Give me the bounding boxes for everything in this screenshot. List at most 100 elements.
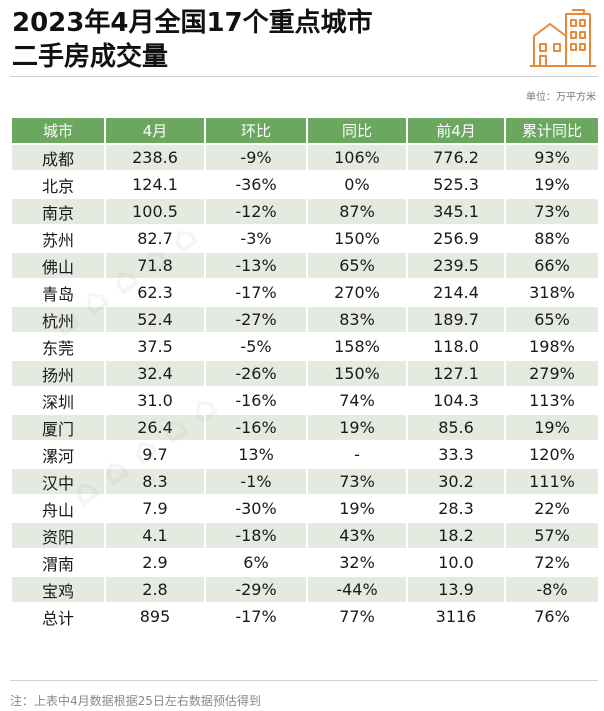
cell-city: 深圳 — [12, 388, 104, 413]
city-transaction-table: 城市 4月 环比 同比 前4月 累计同比 成都 238.6 -9% 106% 776.2… — [12, 116, 598, 631]
cell-ytd-yoy: 73% — [504, 199, 598, 224]
cell-april: 7.9 — [104, 496, 204, 521]
table-row: 漯河 9.7 13% -33.3 120% — [12, 442, 598, 467]
cell-yoy: 32% — [306, 550, 406, 575]
cell-city: 青岛 — [12, 280, 104, 305]
cell-ytd-yoy: 76% — [504, 604, 598, 629]
table-row: 扬州 32.4 -26% 150% 127.1 279% — [12, 361, 598, 386]
cell-april: 82.7 — [104, 226, 204, 251]
cell-ytd: 118.0 — [406, 334, 504, 359]
title-line-2: 二手房成交量 — [12, 42, 169, 72]
cell-mom: -29% — [204, 577, 306, 602]
unit-label: 单位：万平方米 — [526, 92, 596, 103]
cell-yoy: 150% — [306, 226, 406, 251]
table-row: 宝鸡 2.8 -29% -44% 13.9 -8% — [12, 577, 598, 602]
table-row: 青岛 62.3 -17% 270% 214.4 318% — [12, 280, 598, 305]
footer-divider — [10, 680, 598, 681]
cell-yoy: 73% — [306, 469, 406, 494]
cell-ytd: 239.5 — [406, 253, 504, 278]
cell-mom: -16% — [204, 388, 306, 413]
cell-april: 4.1 — [104, 523, 204, 548]
table-row: 总计 895 -17% 77% 3116 76% — [12, 604, 598, 629]
cell-april: 238.6 — [104, 145, 204, 170]
page-title: 2023年4月全国17个重点城市 二手房成交量 — [12, 6, 373, 74]
cell-mom: 13% — [204, 442, 306, 467]
header-yoy: 同比 — [306, 118, 406, 143]
header-ytd: 前4月 — [406, 118, 504, 143]
cell-ytd-yoy: 19% — [504, 415, 598, 440]
cell-april: 26.4 — [104, 415, 204, 440]
cell-ytd-yoy: -8% — [504, 577, 598, 602]
cell-ytd: 776.2 — [406, 145, 504, 170]
cell-yoy: 83% — [306, 307, 406, 332]
cell-ytd: 214.4 — [406, 280, 504, 305]
table-row: 成都 238.6 -9% 106% 776.2 93% — [12, 145, 598, 170]
cell-ytd: 18.2 — [406, 523, 504, 548]
cell-mom: -5% — [204, 334, 306, 359]
table-row: 苏州 82.7 -3% 150% 256.9 88% — [12, 226, 598, 251]
cell-mom: -26% — [204, 361, 306, 386]
cell-april: 100.5 — [104, 199, 204, 224]
cell-city: 北京 — [12, 172, 104, 197]
cell-ytd-yoy: 198% — [504, 334, 598, 359]
cell-yoy: 150% — [306, 361, 406, 386]
city-buildings-icon — [530, 9, 596, 67]
cell-mom: -12% — [204, 199, 306, 224]
cell-april: 124.1 — [104, 172, 204, 197]
cell-ytd: 33.3 — [406, 442, 504, 467]
cell-mom: -17% — [204, 280, 306, 305]
cell-april: 52.4 — [104, 307, 204, 332]
cell-ytd: 13.9 — [406, 577, 504, 602]
cell-city: 资阳 — [12, 523, 104, 548]
cell-mom: 6% — [204, 550, 306, 575]
cell-yoy: 43% — [306, 523, 406, 548]
cell-city: 成都 — [12, 145, 104, 170]
header-ytd-yoy: 累计同比 — [504, 118, 598, 143]
cell-yoy: 158% — [306, 334, 406, 359]
cell-ytd: 30.2 — [406, 469, 504, 494]
cell-april: 32.4 — [104, 361, 204, 386]
table-row: 渭南 2.9 6% 32% 10.0 72% — [12, 550, 598, 575]
header-april: 4月 — [104, 118, 204, 143]
cell-april: 8.3 — [104, 469, 204, 494]
table-row: 东莞 37.5 -5% 158% 118.0 198% — [12, 334, 598, 359]
cell-ytd-yoy: 72% — [504, 550, 598, 575]
cell-ytd: 127.1 — [406, 361, 504, 386]
cell-april: 62.3 — [104, 280, 204, 305]
cell-ytd-yoy: 93% — [504, 145, 598, 170]
cell-april: 37.5 — [104, 334, 204, 359]
cell-ytd-yoy: 22% — [504, 496, 598, 521]
cell-yoy: 19% — [306, 415, 406, 440]
cell-mom: -27% — [204, 307, 306, 332]
cell-yoy: 19% — [306, 496, 406, 521]
cell-ytd-yoy: 111% — [504, 469, 598, 494]
table-row: 厦门 26.4 -16% 19% 85.6 19% — [12, 415, 598, 440]
header-mom: 环比 — [204, 118, 306, 143]
cell-city: 舟山 — [12, 496, 104, 521]
cell-mom: -30% — [204, 496, 306, 521]
cell-city: 总计 — [12, 604, 104, 629]
cell-ytd: 28.3 — [406, 496, 504, 521]
table-row: 深圳 31.0 -16% 74% 104.3 113% — [12, 388, 598, 413]
cell-mom: -1% — [204, 469, 306, 494]
cell-ytd: 10.0 — [406, 550, 504, 575]
cell-city: 厦门 — [12, 415, 104, 440]
table-row: 舟山 7.9 -30% 19% 28.3 22% — [12, 496, 598, 521]
cell-april: 895 — [104, 604, 204, 629]
cell-yoy: 74% — [306, 388, 406, 413]
cell-mom: -17% — [204, 604, 306, 629]
cell-ytd-yoy: 65% — [504, 307, 598, 332]
cell-ytd-yoy: 279% — [504, 361, 598, 386]
header-divider — [10, 76, 598, 77]
title-line-1: 2023年4月全国17个重点城市 — [12, 8, 373, 38]
table-header-row: 城市 4月 环比 同比 前4月 累计同比 — [12, 118, 598, 143]
cell-mom: -16% — [204, 415, 306, 440]
cell-ytd-yoy: 88% — [504, 226, 598, 251]
footnote: 注：上表中4月数据根据25日左右数据预估得到 — [10, 694, 261, 708]
cell-ytd: 3116 — [406, 604, 504, 629]
cell-yoy: - — [306, 442, 406, 467]
cell-yoy: 65% — [306, 253, 406, 278]
cell-city: 南京 — [12, 199, 104, 224]
cell-yoy: 87% — [306, 199, 406, 224]
cell-ytd-yoy: 19% — [504, 172, 598, 197]
